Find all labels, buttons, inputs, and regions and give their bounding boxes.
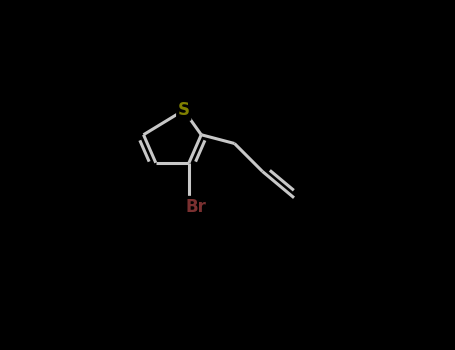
Text: S: S	[178, 101, 190, 119]
Text: Br: Br	[186, 197, 207, 216]
